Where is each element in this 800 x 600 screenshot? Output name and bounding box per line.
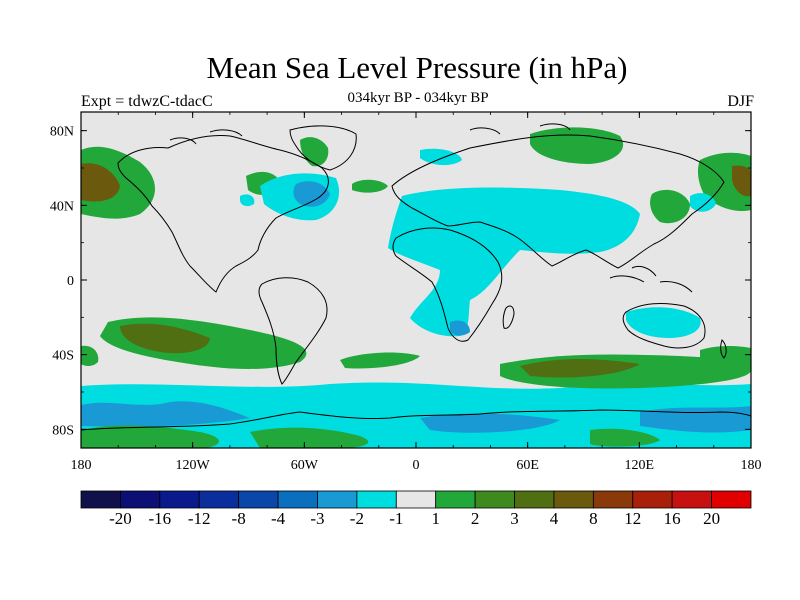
australia-negative-area	[626, 307, 701, 338]
colorbar-label: 20	[703, 509, 720, 528]
southern-ocean-negative-patch	[420, 413, 560, 433]
colorbar-box	[671, 490, 712, 509]
colorbar-label: -20	[109, 509, 132, 528]
colorbar-label: 2	[471, 509, 480, 528]
south-indian-positive-core	[520, 359, 640, 378]
colorbar-label: -2	[350, 509, 364, 528]
colorbar-label: 4	[550, 509, 559, 528]
x-tick-label: 120W	[176, 458, 211, 473]
colorbar-box	[711, 490, 752, 509]
colorbar-label: 8	[589, 509, 598, 528]
x-tick-label: 0	[413, 458, 420, 473]
colorbar-box	[592, 490, 634, 509]
colorbar-label: 12	[624, 509, 641, 528]
colorbar-box	[553, 490, 594, 509]
season-label: DJF	[727, 93, 754, 110]
antarctic-positive-patch	[590, 428, 660, 447]
eurasia-africa-negative-area	[388, 187, 640, 337]
southern-ocean-negative-patch	[640, 406, 751, 433]
y-tick-label: 40N	[50, 199, 74, 214]
colorbar-box	[632, 490, 673, 509]
colorbar-label: 3	[510, 509, 519, 528]
west-edge-positive-patch	[81, 345, 99, 366]
arctic-negative-patch	[420, 148, 462, 166]
colorbar-box	[356, 490, 397, 509]
pressure-anomaly-fields	[81, 127, 751, 448]
map-title: Mean Sea Level Pressure (in hPa)	[206, 50, 628, 85]
south-atlantic-positive-patch	[340, 352, 420, 369]
africa-south-negative-patch	[450, 320, 470, 336]
coastline-eurasia	[391, 134, 725, 269]
coastline-maritime-continent	[609, 265, 693, 293]
x-tick-label: 180	[741, 458, 762, 473]
southern-ocean-negative-patch	[81, 401, 250, 427]
y-tick-label: 80N	[50, 125, 74, 140]
colorbar-box	[238, 490, 279, 509]
north-atlantic-negative-core	[293, 181, 330, 207]
colorbar-box	[120, 490, 161, 509]
y-tick-label: 40S	[52, 349, 74, 364]
siberian-positive-patch	[530, 127, 624, 164]
x-tick-label: 180	[71, 458, 92, 473]
northwest-pacific-negative-patch	[690, 193, 716, 212]
colorbar-label: -1	[389, 509, 403, 528]
colorbar-label: -4	[271, 509, 286, 528]
x-tick-label: 60W	[291, 458, 319, 473]
colorbar-box	[317, 490, 358, 509]
colorbar-label: -8	[232, 509, 246, 528]
coastline-madagascar	[502, 305, 515, 329]
x-tick-label: 120E	[625, 458, 655, 473]
colorbar-box	[474, 490, 515, 509]
southern-ocean-negative-band	[81, 382, 751, 448]
x-tick-label: 60E	[516, 458, 539, 473]
antarctic-positive-patch	[250, 427, 369, 448]
north-pacific-positive-core-west	[81, 163, 120, 202]
colorbar: -20 -16 -12 -8 -4 -3 -2 -1 1 2 3 4 8 12 16 20	[80, 490, 752, 528]
colorbar-box	[277, 490, 318, 509]
coastline-new-zealand	[720, 339, 727, 359]
coastline-antarctica	[81, 409, 751, 431]
colorbar-label: 16	[664, 509, 681, 528]
coastline-north-america	[117, 135, 329, 293]
period-label: 034kyr BP - 034kyr BP	[347, 90, 489, 106]
coastline-australia	[622, 303, 706, 349]
coastline-africa	[392, 227, 503, 342]
coastline-south-america	[258, 277, 328, 385]
north-pacific-positive-core-east	[732, 165, 751, 197]
east-asia-positive-patch	[650, 189, 690, 224]
southwest-pacific-positive-patch	[700, 346, 751, 372]
coastline-greenland	[289, 125, 357, 171]
coastlines	[81, 123, 751, 431]
colorbar-box	[435, 490, 476, 509]
pacific-negative-patch	[240, 194, 255, 207]
y-tick-label: 0	[67, 274, 74, 289]
map-axes: 180 120W 60W 0 60E 120E 180 80N 40N 0 40S 80S	[50, 112, 762, 473]
colorbar-label: -3	[310, 509, 324, 528]
experiment-label: Expt = tdwzC-tdacC	[81, 93, 213, 110]
north-atlantic-positive-patch	[352, 179, 388, 193]
coastline-arctic-islands	[169, 123, 571, 145]
colorbar-label: -12	[188, 509, 211, 528]
south-pacific-positive-core	[120, 323, 210, 354]
colorbar-box	[198, 490, 240, 509]
colorbar-box	[80, 490, 121, 509]
colorbar-box	[159, 490, 200, 509]
colorbar-box	[395, 490, 437, 509]
colorbar-label: 1	[431, 509, 440, 528]
antarctic-positive-patch	[81, 425, 219, 448]
y-tick-label: 80S	[52, 423, 74, 438]
colorbar-box	[514, 490, 555, 509]
colorbar-label: -16	[148, 509, 171, 528]
